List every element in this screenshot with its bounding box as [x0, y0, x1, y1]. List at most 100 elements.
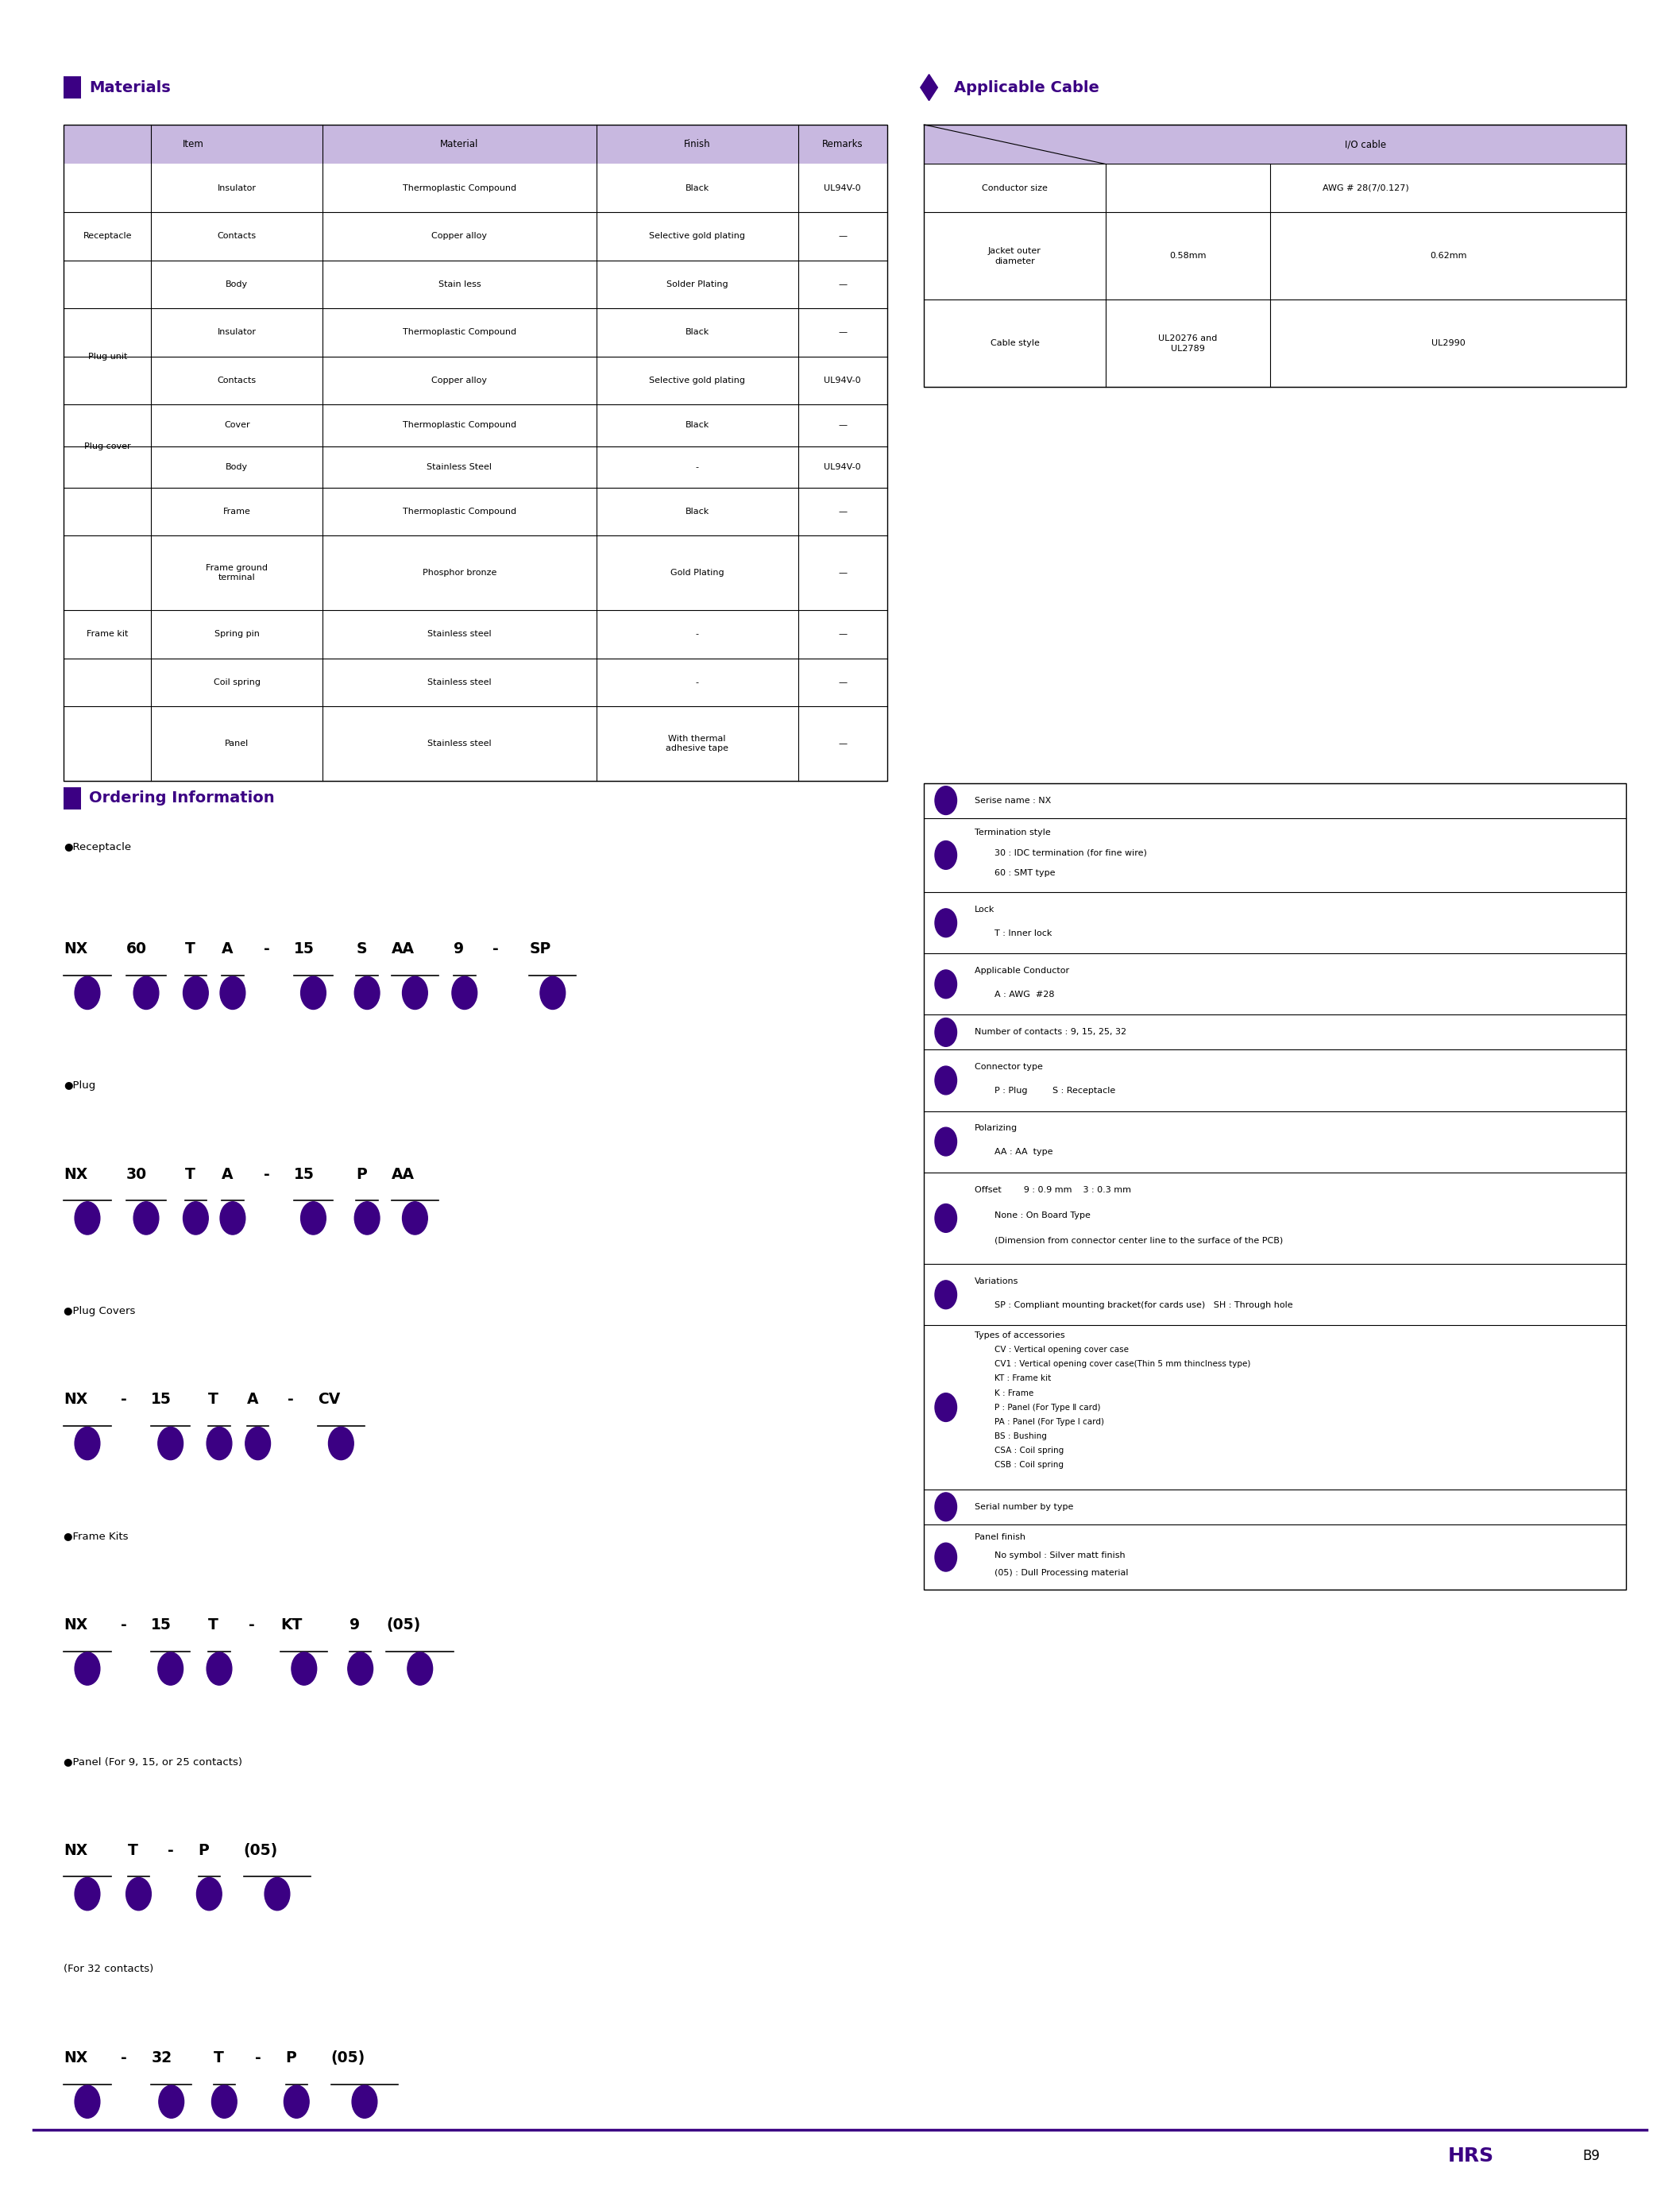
Circle shape: [408, 1651, 432, 1684]
Bar: [64, 125, 887, 164]
Text: Item: Item: [183, 140, 203, 149]
Text: ⑪: ⑪: [255, 1439, 260, 1448]
Text: P: P: [356, 1168, 368, 1181]
Text: —: —: [838, 739, 847, 748]
Text: UL20276 and
UL2789: UL20276 and UL2789: [1158, 335, 1218, 352]
Text: 15: 15: [294, 1168, 314, 1181]
Text: Stainless steel: Stainless steel: [427, 630, 492, 639]
Text: 60 : SMT type: 60 : SMT type: [995, 868, 1055, 877]
Text: 15: 15: [294, 943, 314, 956]
Circle shape: [354, 1203, 380, 1233]
Text: —: —: [838, 422, 847, 429]
Text: Gold Plating: Gold Plating: [670, 569, 724, 577]
Text: Offset        9 : 0.9 mm    3 : 0.3 mm: Offset 9 : 0.9 mm 3 : 0.3 mm: [974, 1185, 1131, 1194]
Text: ⑤: ⑤: [311, 1214, 316, 1223]
Text: CV: CV: [318, 1393, 339, 1406]
Text: HRS: HRS: [1448, 2148, 1494, 2165]
Text: 30: 30: [126, 1168, 146, 1181]
Text: NX: NX: [64, 1618, 87, 1632]
Text: Stainless steel: Stainless steel: [427, 678, 492, 687]
Text: —: —: [838, 630, 847, 639]
Text: ⑨: ⑨: [942, 1290, 949, 1299]
Text: ⑨: ⑨: [549, 989, 556, 997]
Text: CV : Vertical opening cover case: CV : Vertical opening cover case: [995, 1345, 1129, 1354]
Text: Variations: Variations: [974, 1277, 1018, 1286]
Text: ⑪: ⑪: [230, 989, 235, 997]
Text: Body: Body: [225, 464, 249, 470]
Text: ①: ①: [84, 2097, 91, 2106]
Text: Frame: Frame: [223, 507, 250, 516]
Text: T : Inner lock: T : Inner lock: [995, 929, 1052, 938]
Text: Materials: Materials: [89, 81, 171, 94]
Text: Copper alloy: Copper alloy: [432, 232, 487, 241]
Text: Remarks: Remarks: [822, 140, 864, 149]
Text: Stain less: Stain less: [438, 280, 480, 289]
Text: ⑫: ⑫: [944, 1553, 948, 1562]
Text: —: —: [838, 280, 847, 289]
Text: Receptacle: Receptacle: [82, 232, 133, 241]
Text: Connector type: Connector type: [974, 1063, 1043, 1072]
Text: ⑪: ⑪: [944, 1502, 948, 1511]
Text: ●Plug: ●Plug: [64, 1080, 96, 1091]
Text: ⑩: ⑩: [942, 1404, 949, 1411]
Text: ②: ②: [143, 1214, 150, 1223]
Text: Plug unit: Plug unit: [87, 352, 128, 361]
Text: Selective gold plating: Selective gold plating: [648, 232, 746, 241]
Text: ⑦: ⑦: [942, 1137, 949, 1146]
Text: T: T: [185, 943, 195, 956]
Circle shape: [74, 1426, 99, 1461]
Circle shape: [197, 1876, 222, 1911]
Text: (05): (05): [386, 1618, 420, 1632]
Text: (05): (05): [244, 1844, 277, 1857]
Text: Black: Black: [685, 184, 709, 192]
Text: Body: Body: [225, 280, 249, 289]
Circle shape: [351, 2084, 376, 2117]
Text: -: -: [696, 464, 699, 470]
Circle shape: [452, 975, 477, 1008]
Circle shape: [74, 1876, 99, 1911]
Text: ①: ①: [84, 1664, 91, 1673]
Text: T: T: [208, 1618, 218, 1632]
Text: ③: ③: [942, 919, 949, 927]
Circle shape: [354, 975, 380, 1008]
Text: UL94V-0: UL94V-0: [823, 464, 862, 470]
Text: NX: NX: [64, 943, 87, 956]
Text: KT: KT: [281, 1618, 302, 1632]
Text: Coil spring: Coil spring: [213, 678, 260, 687]
Text: T: T: [128, 1844, 138, 1857]
Text: T: T: [213, 2051, 223, 2065]
Text: 15: 15: [151, 1618, 171, 1632]
Text: ●Frame Kits: ●Frame Kits: [64, 1531, 129, 1542]
Text: P: P: [198, 1844, 210, 1857]
Text: Frame ground
terminal: Frame ground terminal: [207, 564, 267, 582]
Text: UL94V-0: UL94V-0: [823, 184, 862, 192]
Text: A: A: [222, 1168, 234, 1181]
Text: -: -: [492, 943, 499, 956]
Text: Thermoplastic Compound: Thermoplastic Compound: [403, 422, 516, 429]
Text: CV1 : Vertical opening cover case(Thin 5 mm thinclness type): CV1 : Vertical opening cover case(Thin 5…: [995, 1360, 1250, 1369]
Circle shape: [74, 975, 99, 1008]
Circle shape: [936, 1544, 958, 1572]
Text: Serial number by type: Serial number by type: [974, 1502, 1074, 1511]
Text: ⑦: ⑦: [412, 989, 418, 997]
Text: Panel: Panel: [225, 739, 249, 748]
Circle shape: [936, 1282, 958, 1310]
Text: (05) : Dull Processing material: (05) : Dull Processing material: [995, 1568, 1129, 1577]
Circle shape: [936, 1067, 958, 1096]
Text: ⑫: ⑫: [418, 1664, 422, 1673]
Text: -: -: [121, 1393, 128, 1406]
Text: ③: ③: [217, 1439, 222, 1448]
Text: ⑤: ⑤: [168, 2097, 175, 2106]
Text: 0.62mm: 0.62mm: [1430, 252, 1467, 260]
Text: NX: NX: [64, 1393, 87, 1406]
Text: -: -: [264, 943, 270, 956]
Circle shape: [936, 840, 958, 868]
Circle shape: [245, 1426, 270, 1461]
Text: UL2990: UL2990: [1431, 339, 1465, 348]
Text: CSB : Coil spring: CSB : Coil spring: [995, 1461, 1063, 1470]
Text: Stainless steel: Stainless steel: [427, 739, 492, 748]
Text: ④: ④: [230, 1214, 235, 1223]
Text: Copper alloy: Copper alloy: [432, 376, 487, 385]
Text: ●Receptacle: ●Receptacle: [64, 842, 131, 853]
Circle shape: [158, 1651, 183, 1684]
